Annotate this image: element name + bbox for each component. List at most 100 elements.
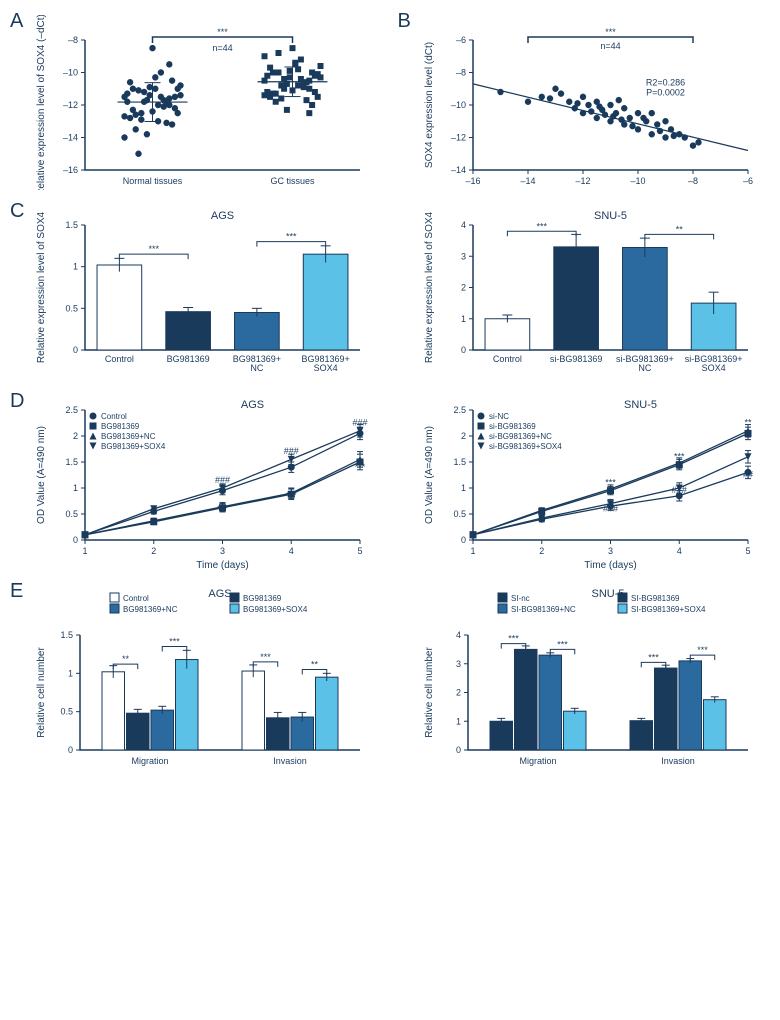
svg-text:SOX4: SOX4 bbox=[314, 363, 338, 373]
svg-text:SI-nc: SI-nc bbox=[511, 594, 530, 603]
svg-text:si-BG981369: si-BG981369 bbox=[549, 354, 602, 364]
svg-text:OD Value (A=490 nm): OD Value (A=490 nm) bbox=[424, 426, 435, 524]
svg-text:0.5: 0.5 bbox=[60, 707, 73, 717]
svg-text:3: 3 bbox=[455, 659, 460, 669]
panel-C-right: 01234Relative expression level of SOX4SN… bbox=[403, 205, 766, 380]
svg-text:**: ** bbox=[122, 654, 130, 664]
svg-text:###: ### bbox=[602, 503, 617, 513]
svg-text:–12: –12 bbox=[450, 133, 465, 143]
svg-text:Control: Control bbox=[105, 354, 134, 364]
svg-text:R2=0.286: R2=0.286 bbox=[645, 78, 684, 88]
svg-text:**: ** bbox=[744, 418, 752, 428]
svg-text:OD Value (A=490 nm): OD Value (A=490 nm) bbox=[36, 426, 47, 524]
svg-text:–8: –8 bbox=[687, 176, 697, 186]
svg-text:BG981369: BG981369 bbox=[167, 354, 210, 364]
svg-text:n=44: n=44 bbox=[212, 43, 232, 53]
svg-text:1.5: 1.5 bbox=[60, 630, 73, 640]
svg-text:**: ** bbox=[311, 660, 319, 670]
svg-text:1: 1 bbox=[68, 668, 73, 678]
svg-text:2.5: 2.5 bbox=[453, 405, 466, 415]
svg-text:Relative expression level of S: Relative expression level of SOX4 bbox=[424, 211, 435, 363]
svg-text:0: 0 bbox=[455, 745, 460, 755]
svg-text:SI-BG981369+SOX4: SI-BG981369+SOX4 bbox=[631, 605, 706, 614]
svg-text:0.5: 0.5 bbox=[65, 303, 78, 313]
svg-text:***: *** bbox=[260, 652, 271, 662]
panel-A: A –16–14–12–10–8Relative expression leve… bbox=[15, 15, 378, 190]
svg-text:1: 1 bbox=[460, 483, 465, 493]
svg-text:***: *** bbox=[648, 652, 659, 662]
svg-text:1: 1 bbox=[73, 483, 78, 493]
svg-text:si-BG981369+NC: si-BG981369+NC bbox=[489, 432, 552, 441]
svg-text:2: 2 bbox=[151, 546, 156, 556]
panel-label-D: D bbox=[10, 390, 24, 413]
svg-text:Time (days): Time (days) bbox=[196, 560, 248, 570]
svg-text:***: *** bbox=[355, 462, 366, 472]
svg-text:0: 0 bbox=[460, 535, 465, 545]
svg-text:–14: –14 bbox=[450, 165, 465, 175]
svg-text:5: 5 bbox=[745, 546, 750, 556]
svg-text:AGS: AGS bbox=[241, 399, 264, 411]
panel-B: B –14–12–10–8–6–16–14–12–10–8–6SOX4 expr… bbox=[403, 15, 766, 190]
panel-E-left: E 00.511.5Relative cell numberAGSMigrati… bbox=[15, 585, 378, 780]
svg-text:***: *** bbox=[557, 639, 568, 649]
svg-text:si-BG981369: si-BG981369 bbox=[489, 422, 536, 431]
svg-text:si-BG981369+SOX4: si-BG981369+SOX4 bbox=[489, 442, 562, 451]
svg-text:0: 0 bbox=[68, 745, 73, 755]
svg-text:4: 4 bbox=[460, 220, 465, 230]
svg-text:0.5: 0.5 bbox=[65, 509, 78, 519]
svg-text:5: 5 bbox=[357, 546, 362, 556]
svg-text:***: *** bbox=[286, 232, 297, 242]
panel-D-right: 00.511.522.512345OD Value (A=490 nm)Time… bbox=[403, 395, 766, 570]
svg-text:***: *** bbox=[536, 221, 547, 231]
svg-text:2: 2 bbox=[73, 431, 78, 441]
svg-text:***: *** bbox=[217, 27, 228, 37]
svg-text:1: 1 bbox=[82, 546, 87, 556]
svg-text:1.5: 1.5 bbox=[65, 457, 78, 467]
svg-text:1: 1 bbox=[460, 314, 465, 324]
svg-text:–6: –6 bbox=[455, 35, 465, 45]
svg-text:Relative cell number: Relative cell number bbox=[424, 647, 435, 738]
svg-text:NC: NC bbox=[250, 363, 263, 373]
svg-text:2.5: 2.5 bbox=[65, 405, 78, 415]
svg-text:###: ### bbox=[215, 475, 230, 485]
panel-label-C: C bbox=[10, 200, 24, 223]
svg-text:BG981369+NC: BG981369+NC bbox=[123, 605, 178, 614]
svg-text:SI-BG981369+NC: SI-BG981369+NC bbox=[511, 605, 576, 614]
svg-text:–16: –16 bbox=[465, 176, 480, 186]
svg-text:SOX4: SOX4 bbox=[701, 363, 725, 373]
panel-label-B: B bbox=[398, 10, 411, 33]
svg-text:n=44: n=44 bbox=[600, 41, 620, 51]
svg-text:***: *** bbox=[673, 451, 684, 461]
svg-text:###: ### bbox=[284, 446, 299, 456]
svg-text:–14: –14 bbox=[63, 133, 78, 143]
svg-text:***: *** bbox=[605, 477, 616, 487]
svg-text:##: ## bbox=[742, 470, 752, 480]
svg-text:SOX4 expression level (dCt): SOX4 expression level (dCt) bbox=[424, 42, 435, 168]
svg-text:4: 4 bbox=[455, 630, 460, 640]
svg-text:–8: –8 bbox=[68, 35, 78, 45]
svg-text:Migration: Migration bbox=[519, 756, 556, 766]
svg-text:***: *** bbox=[217, 503, 228, 513]
svg-text:1: 1 bbox=[470, 546, 475, 556]
svg-text:Invasion: Invasion bbox=[273, 756, 307, 766]
panel-D-left: D 00.511.522.512345OD Value (A=490 nm)Ti… bbox=[15, 395, 378, 570]
panel-E-right: 01234Relative cell numberSNU-5MigrationI… bbox=[403, 585, 766, 780]
svg-text:0: 0 bbox=[73, 535, 78, 545]
svg-text:P=0.0002: P=0.0002 bbox=[646, 87, 685, 97]
svg-text:si-NC: si-NC bbox=[489, 412, 509, 421]
svg-text:–6: –6 bbox=[742, 176, 752, 186]
svg-text:Control: Control bbox=[101, 412, 127, 421]
svg-text:4: 4 bbox=[289, 546, 294, 556]
svg-text:Invasion: Invasion bbox=[661, 756, 695, 766]
svg-text:BG981369: BG981369 bbox=[243, 594, 282, 603]
svg-text:2: 2 bbox=[539, 546, 544, 556]
svg-text:SNU-5: SNU-5 bbox=[593, 210, 626, 222]
svg-text:Control: Control bbox=[492, 354, 521, 364]
svg-text:Control: Control bbox=[123, 594, 149, 603]
svg-text:–14: –14 bbox=[520, 176, 535, 186]
svg-text:2: 2 bbox=[460, 283, 465, 293]
svg-text:***: *** bbox=[148, 244, 159, 254]
svg-text:BG981369: BG981369 bbox=[101, 422, 140, 431]
svg-text:2: 2 bbox=[455, 688, 460, 698]
svg-text:3: 3 bbox=[607, 546, 612, 556]
